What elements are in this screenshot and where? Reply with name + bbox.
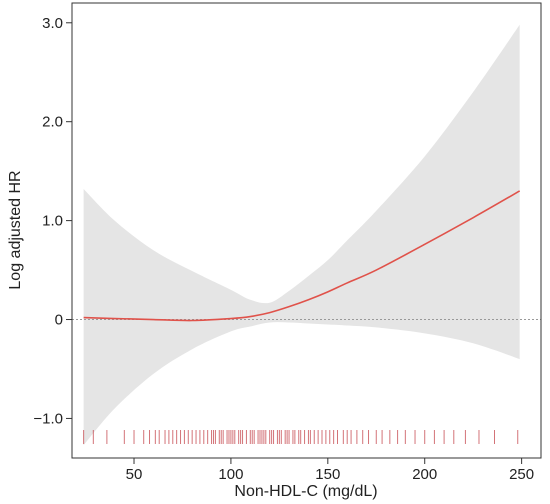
x-tick-label: 250 (509, 466, 534, 483)
x-axis: 50 100 150 200 250 (126, 458, 534, 483)
rug-marks (83, 430, 519, 444)
hazard-ratio-curve (83, 190, 521, 322)
x-tick-label: 50 (126, 466, 143, 483)
confidence-band (83, 24, 520, 446)
x-tick-label: 200 (412, 466, 437, 483)
x-axis-title: Non-HDL-C (mg/dL) (234, 483, 377, 500)
y-axis: −1.0 0 1.0 2.0 3.0 (33, 15, 72, 427)
y-tick-label: 3.0 (42, 15, 63, 32)
y-tick-label: −1.0 (33, 410, 63, 427)
plot-frame (71, 2, 542, 459)
y-tick-label: 1.0 (42, 213, 63, 230)
y-axis-title: Log adjusted HR (7, 170, 24, 289)
x-tick-label: 150 (315, 466, 340, 483)
x-tick-label: 100 (218, 466, 243, 483)
y-tick-label: 0 (55, 312, 63, 329)
y-tick-label: 2.0 (42, 114, 63, 131)
